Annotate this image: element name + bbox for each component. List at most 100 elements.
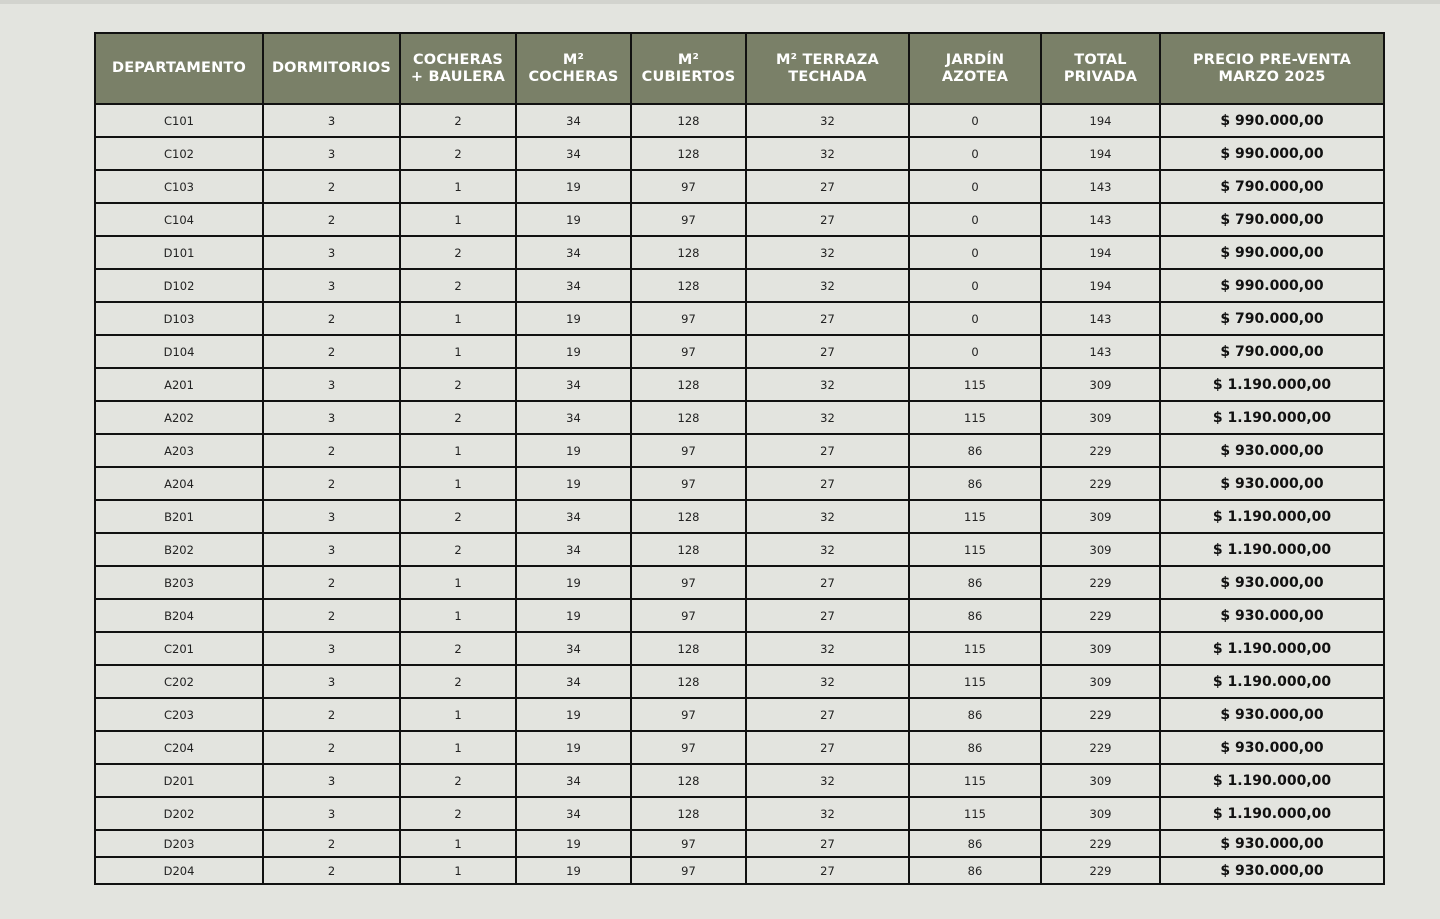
cell-m2-cocheras: 19 [515,433,632,468]
cell-m2-cubiertos: 97 [630,334,747,369]
cell-cocheras-baulera: 2 [399,367,517,402]
table-row: B202 3 2 34 128 32 115 309 $ 1.190.000,00 [94,532,1385,567]
cell-total-privada: 143 [1040,169,1161,204]
cell-m2-cocheras: 34 [515,136,632,171]
cell-jardin-azotea: 0 [908,169,1042,204]
cell-jardin-azotea: 115 [908,664,1042,699]
cell-precio: $ 930.000,00 [1159,433,1385,468]
header-label: COCHERAS [412,51,504,68]
cell-cocheras-baulera: 1 [399,856,517,885]
cell-departamento: D201 [94,763,264,798]
cell-departamento: D103 [94,301,264,336]
cell-departamento: C102 [94,136,264,171]
cell-dormitorios: 3 [262,763,401,798]
cell-departamento: C103 [94,169,264,204]
column-header-total-privada: TOTAL PRIVADA [1040,32,1161,105]
cell-cocheras-baulera: 1 [399,301,517,336]
cell-departamento: C203 [94,697,264,732]
cell-dormitorios: 3 [262,499,401,534]
cell-m2-terraza: 32 [745,796,910,831]
cell-jardin-azotea: 0 [908,301,1042,336]
cell-dormitorios: 3 [262,664,401,699]
cell-precio: $ 1.190.000,00 [1159,631,1385,666]
header-label: DEPARTAMENTO [111,60,247,76]
header-label: PRECIO PRE-VENTA [1192,51,1352,68]
cell-jardin-azotea: 86 [908,598,1042,633]
header-label: M² TERRAZA [776,51,879,68]
cell-m2-cubiertos: 97 [630,433,747,468]
cell-precio: $ 990.000,00 [1159,235,1385,270]
cell-departamento: B202 [94,532,264,567]
cell-jardin-azotea: 0 [908,235,1042,270]
cell-cocheras-baulera: 2 [399,268,517,303]
cell-m2-terraza: 27 [745,697,910,732]
table-row: A202 3 2 34 128 32 115 309 $ 1.190.000,00 [94,400,1385,435]
cell-cocheras-baulera: 2 [399,763,517,798]
table-row: B201 3 2 34 128 32 115 309 $ 1.190.000,00 [94,499,1385,534]
column-header-cocheras-baulera: COCHERAS + BAULERA [399,32,517,105]
cell-dormitorios: 2 [262,565,401,600]
cell-precio: $ 930.000,00 [1159,730,1385,765]
cell-departamento: C104 [94,202,264,237]
table-row: D204 2 1 19 97 27 86 229 $ 930.000,00 [94,856,1385,885]
table-row: A203 2 1 19 97 27 86 229 $ 930.000,00 [94,433,1385,468]
cell-m2-cocheras: 19 [515,730,632,765]
cell-total-privada: 309 [1040,532,1161,567]
header-label: DORMITORIOS [271,60,392,76]
cell-m2-terraza: 27 [745,565,910,600]
cell-m2-cubiertos: 128 [630,796,747,831]
cell-jardin-azotea: 86 [908,466,1042,501]
column-header-departamento: DEPARTAMENTO [94,32,264,105]
column-header-m2-cubiertos: M² CUBIERTOS [630,32,747,105]
cell-precio: $ 930.000,00 [1159,829,1385,858]
cell-m2-cocheras: 19 [515,466,632,501]
cell-dormitorios: 2 [262,730,401,765]
cell-m2-terraza: 32 [745,400,910,435]
cell-departamento: B201 [94,499,264,534]
cell-jardin-azotea: 86 [908,730,1042,765]
cell-total-privada: 229 [1040,730,1161,765]
cell-jardin-azotea: 115 [908,631,1042,666]
cell-cocheras-baulera: 2 [399,235,517,270]
cell-dormitorios: 3 [262,103,401,138]
cell-m2-cocheras: 19 [515,334,632,369]
cell-m2-terraza: 27 [745,466,910,501]
cell-m2-cocheras: 19 [515,829,632,858]
cell-m2-cocheras: 19 [515,169,632,204]
cell-total-privada: 309 [1040,763,1161,798]
header-label: TECHADA [788,68,867,85]
cell-precio: $ 790.000,00 [1159,169,1385,204]
cell-jardin-azotea: 86 [908,565,1042,600]
cell-m2-terraza: 27 [745,202,910,237]
cell-cocheras-baulera: 2 [399,664,517,699]
cell-m2-cubiertos: 128 [630,235,747,270]
cell-total-privada: 143 [1040,334,1161,369]
cell-cocheras-baulera: 2 [399,631,517,666]
cell-m2-cubiertos: 97 [630,697,747,732]
cell-m2-terraza: 32 [745,268,910,303]
cell-m2-cubiertos: 97 [630,169,747,204]
cell-m2-cocheras: 34 [515,400,632,435]
table-row: C201 3 2 34 128 32 115 309 $ 1.190.000,00 [94,631,1385,666]
cell-m2-cocheras: 19 [515,301,632,336]
cell-departamento: D102 [94,268,264,303]
table-row: C203 2 1 19 97 27 86 229 $ 930.000,00 [94,697,1385,732]
cell-departamento: C204 [94,730,264,765]
cell-m2-cubiertos: 128 [630,400,747,435]
cell-cocheras-baulera: 1 [399,697,517,732]
cell-m2-terraza: 32 [745,499,910,534]
cell-m2-terraza: 32 [745,367,910,402]
cell-m2-cocheras: 34 [515,235,632,270]
cell-m2-cubiertos: 128 [630,499,747,534]
cell-total-privada: 309 [1040,499,1161,534]
cell-m2-terraza: 27 [745,829,910,858]
cell-jardin-azotea: 86 [908,856,1042,885]
cell-m2-cubiertos: 97 [630,301,747,336]
cell-jardin-azotea: 115 [908,499,1042,534]
cell-jardin-azotea: 115 [908,367,1042,402]
table-row: C204 2 1 19 97 27 86 229 $ 930.000,00 [94,730,1385,765]
cell-m2-cubiertos: 128 [630,367,747,402]
cell-jardin-azotea: 0 [908,268,1042,303]
cell-m2-terraza: 27 [745,169,910,204]
cell-m2-cubiertos: 128 [630,136,747,171]
